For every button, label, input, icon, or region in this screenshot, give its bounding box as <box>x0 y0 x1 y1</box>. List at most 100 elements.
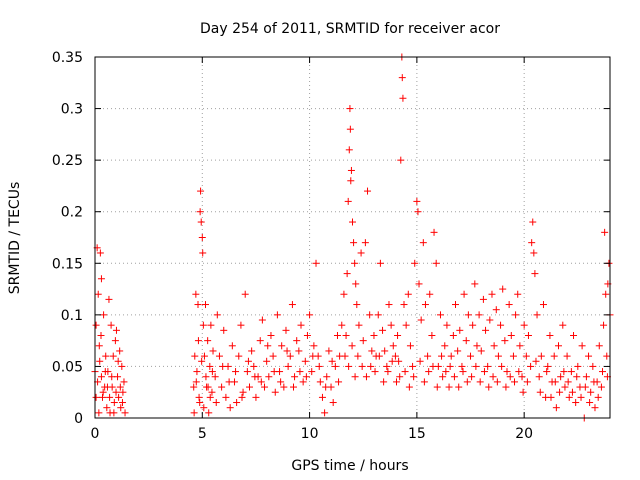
data-point <box>213 311 221 319</box>
data-point <box>398 74 406 82</box>
data-point <box>499 285 507 293</box>
data-point <box>222 393 230 401</box>
data-point <box>95 409 103 417</box>
data-point <box>532 357 540 365</box>
data-point <box>310 342 318 350</box>
data-point <box>296 368 304 376</box>
data-point <box>349 218 356 226</box>
data-point <box>506 373 514 381</box>
data-point <box>459 368 467 376</box>
y-tick-label: 0.15 <box>52 256 83 272</box>
data-point <box>438 352 446 360</box>
data-point <box>446 362 454 370</box>
data-point <box>484 362 492 370</box>
data-point <box>417 316 425 324</box>
data-point <box>445 383 453 391</box>
data-point <box>387 321 395 329</box>
data-point <box>99 393 107 401</box>
data-point <box>239 388 247 396</box>
data-point <box>560 368 568 376</box>
data-point <box>348 342 356 350</box>
data-point <box>192 378 200 386</box>
data-point <box>95 342 103 350</box>
data-point <box>116 383 124 391</box>
data-point <box>273 311 281 319</box>
data-point <box>482 326 490 334</box>
data-point <box>490 342 498 350</box>
data-point <box>533 311 541 319</box>
data-point <box>119 388 127 396</box>
data-point <box>200 404 208 412</box>
data-point <box>384 368 392 376</box>
data-point <box>338 321 346 329</box>
data-point <box>389 342 397 350</box>
data-point <box>458 362 466 370</box>
data-point <box>267 331 275 339</box>
data-point <box>269 352 277 360</box>
data-point <box>519 388 527 396</box>
data-point <box>308 368 316 376</box>
data-point <box>190 383 198 391</box>
data-point <box>518 373 526 381</box>
data-point <box>228 342 236 350</box>
data-point <box>347 166 355 174</box>
data-point <box>480 368 488 376</box>
grid <box>95 57 610 418</box>
data-point <box>345 146 353 154</box>
chart-title: Day 254 of 2011, SRMTID for receiver aco… <box>200 21 500 37</box>
data-point <box>205 409 213 417</box>
data-point <box>200 352 208 360</box>
data-point <box>492 306 500 314</box>
x-axis-label: GPS time / hours <box>291 458 408 474</box>
data-point <box>476 378 484 386</box>
data-point <box>107 321 115 329</box>
data-point <box>195 393 203 401</box>
data-point <box>527 362 535 370</box>
data-point <box>573 373 581 381</box>
y-tick-label: 0.35 <box>52 50 83 66</box>
data-point <box>312 259 320 267</box>
data-point <box>335 378 343 386</box>
data-point <box>102 352 110 360</box>
data-point <box>462 337 470 345</box>
data-point <box>509 352 517 360</box>
data-point <box>92 321 100 329</box>
data-point <box>473 342 481 350</box>
data-point <box>246 383 253 391</box>
data-point <box>364 187 372 195</box>
data-point <box>116 347 124 355</box>
data-point <box>197 187 205 195</box>
data-point <box>471 280 479 288</box>
x-tick-label: 5 <box>198 426 207 442</box>
data-point <box>559 321 567 329</box>
data-point <box>512 311 520 319</box>
data-point <box>265 373 273 381</box>
data-point <box>194 337 202 345</box>
data-point <box>586 399 594 407</box>
data-point <box>293 337 301 345</box>
data-point <box>196 208 204 216</box>
data-point <box>238 393 246 401</box>
data-point <box>379 326 387 334</box>
y-tick-label: 0.2 <box>61 205 83 221</box>
data-point <box>501 337 509 345</box>
data-point <box>333 331 341 339</box>
data-point <box>243 368 251 376</box>
data-point <box>110 399 118 407</box>
data-point <box>489 373 497 381</box>
data-point <box>452 301 459 309</box>
data-point <box>103 404 111 412</box>
data-point <box>109 352 117 360</box>
data-point <box>425 368 433 376</box>
data-point <box>208 388 216 396</box>
data-point <box>367 362 375 370</box>
data-point <box>282 326 290 334</box>
data-point <box>587 388 595 396</box>
data-point <box>193 368 201 376</box>
data-point <box>590 378 598 386</box>
axis-ticks <box>94 56 610 419</box>
data-point <box>198 357 206 365</box>
data-point <box>447 352 455 360</box>
data-point <box>196 399 204 407</box>
data-point <box>421 301 429 309</box>
